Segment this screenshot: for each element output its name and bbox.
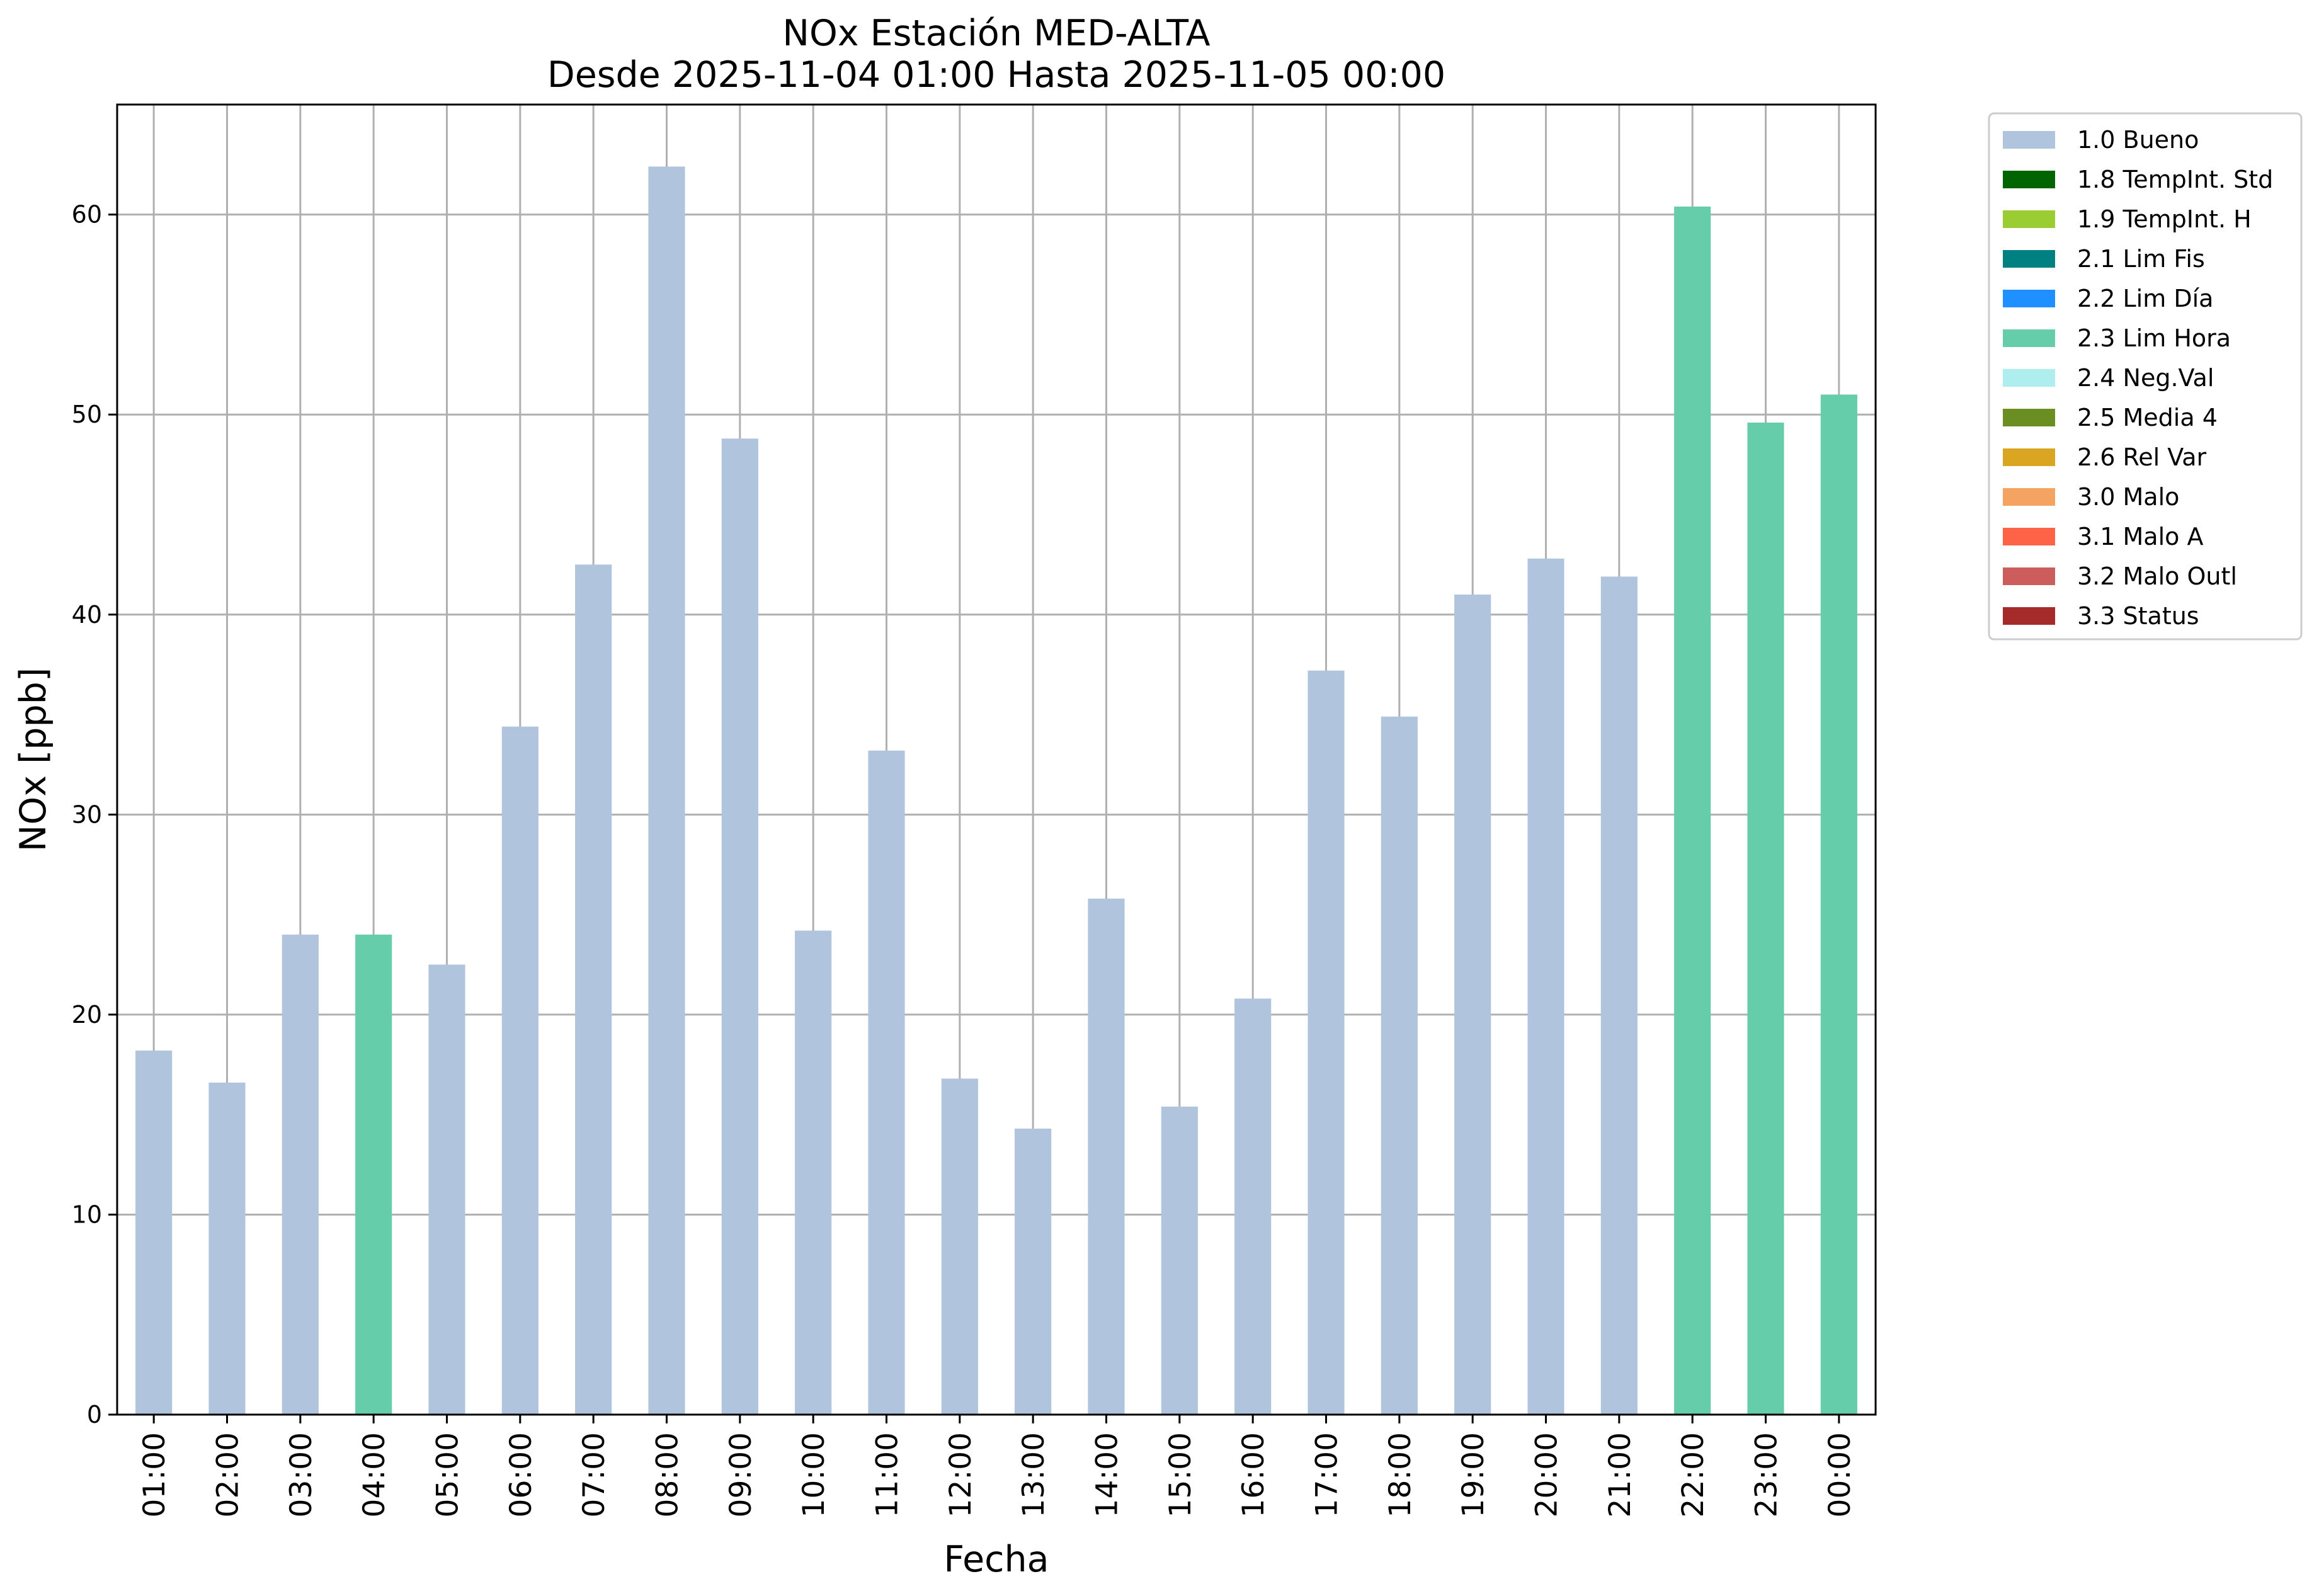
- x-axis-label: Fecha: [943, 1539, 1049, 1580]
- bar-09:00: [721, 438, 758, 1415]
- legend-swatch: [2003, 131, 2055, 149]
- x-tick-label: 19:00: [1456, 1432, 1491, 1517]
- x-tick-label: 07:00: [577, 1432, 612, 1517]
- legend-swatch: [2003, 250, 2055, 268]
- x-tick-label: 13:00: [1017, 1432, 1051, 1517]
- bar-02:00: [208, 1082, 246, 1415]
- y-axis-label: NOx [ppb]: [13, 668, 54, 852]
- x-tick-label: 04:00: [357, 1432, 392, 1517]
- y-tick-label: 40: [72, 601, 102, 629]
- x-tick-label: 16:00: [1236, 1432, 1271, 1517]
- bar-01:00: [135, 1051, 173, 1415]
- y-tick-label: 20: [72, 1001, 102, 1029]
- legend: 1.0 Bueno 1.8 TempInt. Std 1.9 TempInt. H 2…: [1988, 112, 2303, 641]
- chart-title: NOx Estación MED-ALTA: [782, 13, 1210, 54]
- x-tick-label: 02:00: [211, 1432, 246, 1517]
- legend-swatch: [2003, 369, 2055, 387]
- bar-07:00: [575, 564, 612, 1415]
- x-tick-label: 20:00: [1530, 1432, 1564, 1517]
- legend-label: 3.3 Status: [2077, 602, 2199, 630]
- x-tick-label: 22:00: [1676, 1432, 1711, 1517]
- bar-16:00: [1234, 998, 1272, 1415]
- y-axis-ticks: 0 10 20 30 40 50 60: [72, 201, 117, 1428]
- y-tick-label: 0: [87, 1401, 102, 1428]
- x-tick-label: 09:00: [724, 1432, 758, 1517]
- legend-swatch: [2003, 488, 2055, 506]
- bar-10:00: [795, 930, 832, 1415]
- legend-label: 2.2 Lim Día: [2077, 285, 2213, 312]
- bar-03:00: [282, 934, 319, 1415]
- legend-swatch: [2003, 210, 2055, 228]
- legend-label: 2.1 Lim Fis: [2077, 245, 2205, 273]
- x-tick-label: 01:00: [137, 1432, 172, 1517]
- legend-label: 2.3 Lim Hora: [2077, 324, 2231, 352]
- x-tick-label: 00:00: [1823, 1432, 1857, 1517]
- y-tick-label: 10: [72, 1200, 102, 1228]
- bar-18:00: [1381, 716, 1418, 1415]
- x-tick-label: 15:00: [1163, 1432, 1198, 1517]
- bar-22:00: [1674, 206, 1711, 1415]
- x-tick-label: 12:00: [943, 1432, 978, 1517]
- y-tick-label: 50: [72, 401, 102, 428]
- bar-05:00: [428, 964, 465, 1415]
- bar-13:00: [1015, 1128, 1052, 1415]
- legend-swatch: [2003, 329, 2055, 347]
- x-tick-label: 14:00: [1090, 1432, 1125, 1517]
- bars-group: [135, 166, 1857, 1415]
- bar-20:00: [1527, 558, 1564, 1415]
- bar-06:00: [501, 726, 538, 1415]
- legend-swatch: [2003, 607, 2055, 625]
- legend-swatch: [2003, 528, 2055, 545]
- x-tick-label: 18:00: [1383, 1432, 1418, 1517]
- bar-11:00: [868, 750, 905, 1415]
- legend-label: 1.0 Bueno: [2077, 126, 2199, 154]
- x-tick-label: 05:00: [431, 1432, 465, 1517]
- legend-label: 2.4 Neg.Val: [2077, 364, 2214, 392]
- legend-swatch: [2003, 448, 2055, 466]
- x-tick-label: 17:00: [1310, 1432, 1345, 1517]
- bar-04:00: [355, 934, 392, 1415]
- legend-frame: [1988, 112, 2303, 641]
- x-tick-label: 23:00: [1750, 1432, 1784, 1517]
- bar-08:00: [648, 166, 685, 1415]
- bar-00:00: [1820, 394, 1857, 1415]
- legend-swatch: [2003, 409, 2055, 426]
- legend-label: 2.6 Rel Var: [2077, 443, 2207, 471]
- x-tick-label: 11:00: [870, 1432, 905, 1517]
- x-tick-label: 06:00: [504, 1432, 538, 1517]
- bar-19:00: [1454, 595, 1491, 1415]
- x-tick-label: 08:00: [651, 1432, 685, 1517]
- plot-frame: [116, 103, 1877, 1416]
- x-tick-label: 21:00: [1603, 1432, 1638, 1517]
- legend-label: 2.5 Media 4: [2077, 404, 2218, 431]
- x-axis-ticks: 01:00 02:00 03:00 04:00 05:00 06:00 07:00 08:00…: [137, 1415, 1857, 1517]
- legend-swatch: [2003, 171, 2055, 188]
- bar-17:00: [1308, 670, 1345, 1415]
- legend-swatch: [2003, 290, 2055, 307]
- legend-label: 3.2 Malo Outl: [2077, 562, 2237, 590]
- legend-label: 3.1 Malo A: [2077, 523, 2203, 550]
- x-tick-label: 03:00: [284, 1432, 319, 1517]
- bar-23:00: [1747, 422, 1784, 1415]
- y-tick-label: 30: [72, 801, 102, 828]
- bar-12:00: [941, 1078, 978, 1415]
- legend-label: 3.0 Malo: [2077, 483, 2179, 511]
- bar-21:00: [1600, 576, 1638, 1415]
- legend-label: 1.9 TempInt. H: [2077, 205, 2252, 233]
- legend-swatch: [2003, 567, 2055, 585]
- x-tick-label: 10:00: [797, 1432, 831, 1517]
- bar-14:00: [1088, 898, 1125, 1415]
- chart-subtitle: Desde 2025-11-04 01:00 Hasta 2025-11-05 …: [547, 54, 1445, 96]
- y-tick-label: 60: [72, 201, 102, 229]
- legend-label: 1.8 TempInt. Std: [2077, 166, 2273, 193]
- bar-15:00: [1161, 1106, 1198, 1415]
- legend-items: 1.0 Bueno 1.8 TempInt. Std 1.9 TempInt. H 2…: [2003, 126, 2273, 630]
